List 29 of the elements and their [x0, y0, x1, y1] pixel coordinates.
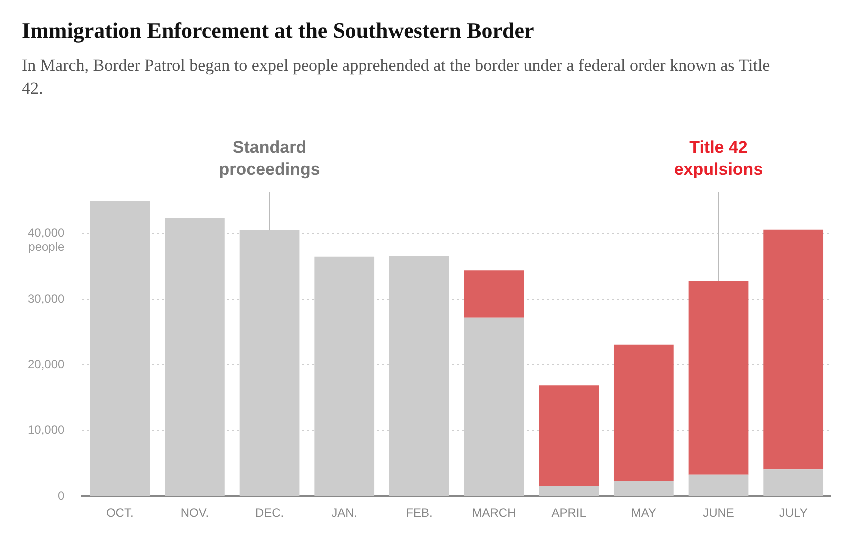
- y-tick-label: 40,000: [28, 226, 66, 240]
- y-tick-label: 20,000: [28, 358, 66, 372]
- x-tick-label: JUNE: [703, 506, 734, 520]
- y-tick-label: 0: [58, 488, 66, 503]
- bar: [464, 270, 524, 318]
- y-tick-label: 30,000: [28, 292, 66, 306]
- x-tick-label: JULY: [779, 506, 808, 520]
- bar: [614, 344, 674, 482]
- x-tick-label: FEB.: [406, 506, 433, 520]
- y-axis-title: people: [28, 240, 66, 254]
- x-tick-label: JAN.: [332, 506, 358, 520]
- x-tick-label: MAY: [631, 506, 656, 520]
- x-tick-label: OCT.: [106, 506, 134, 520]
- bar: [614, 481, 674, 496]
- bar: [688, 281, 749, 475]
- bar: [539, 486, 600, 496]
- chart-subtitle: In March, Border Patrol began to expel people apprehended at the border under a federal order known as Title 42.: [22, 55, 772, 100]
- x-tick-label: MARCH: [472, 506, 516, 520]
- bar: [764, 230, 824, 470]
- x-tick-label: DEC.: [255, 506, 284, 520]
- chart-title: Immigration Enforcement at the Southwestern Border: [22, 18, 534, 44]
- annotation: Title 42 expulsions: [674, 138, 764, 180]
- bar: [688, 474, 749, 496]
- annotation: Standard proceedings: [219, 138, 320, 180]
- bar: [539, 386, 600, 486]
- x-tick-label: APRIL: [552, 506, 587, 520]
- x-tick-label: NOV.: [180, 506, 210, 520]
- bar: [764, 470, 824, 496]
- y-tick-label: 10,000: [28, 423, 66, 438]
